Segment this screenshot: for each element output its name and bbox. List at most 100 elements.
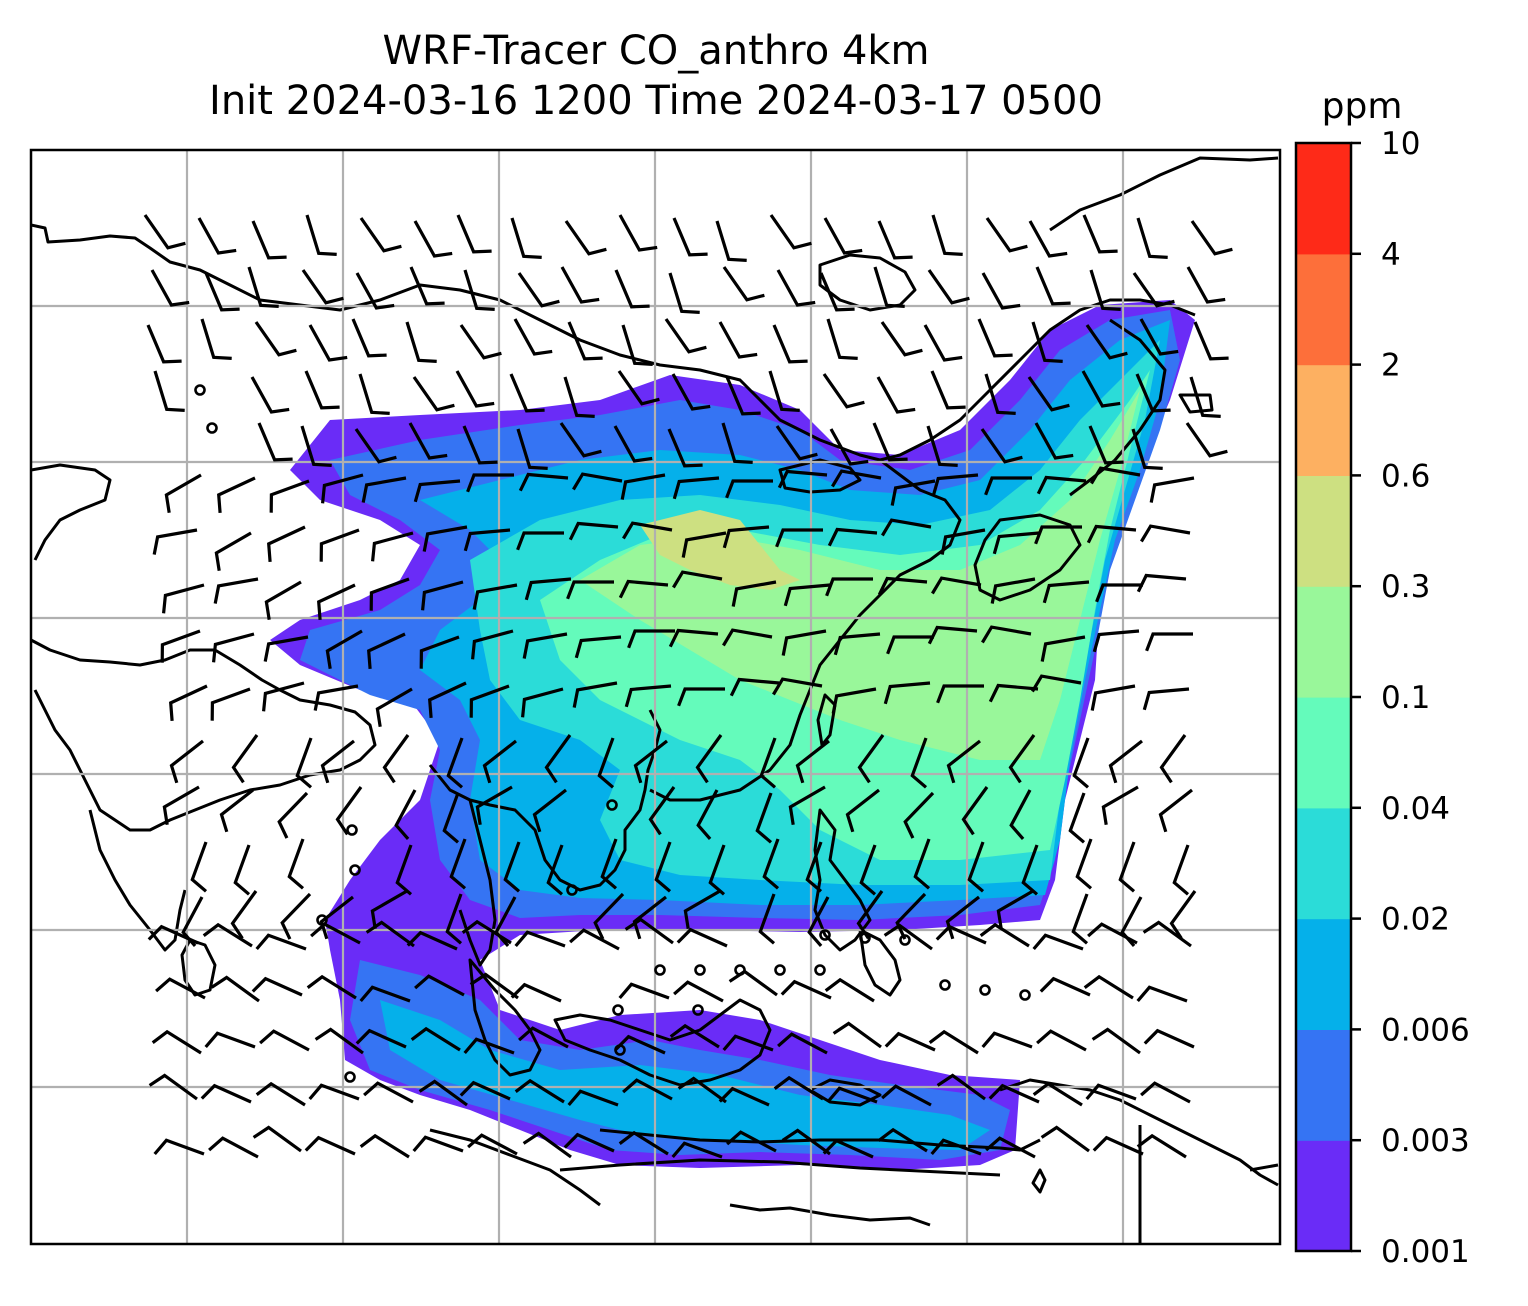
wind-barb (831, 469, 882, 488)
wind-barb (1145, 632, 1193, 652)
wind-barb (781, 1128, 831, 1156)
wind-barb (769, 214, 812, 250)
calm-wind-marker (614, 1044, 626, 1056)
wind-barb (883, 681, 931, 705)
wind-barb (369, 577, 410, 611)
wind-barb (455, 370, 495, 408)
wind-barb (287, 838, 305, 890)
wind-barb (722, 628, 773, 647)
wind-barb (936, 684, 984, 704)
wind-barb (648, 786, 676, 836)
wind-barb (475, 785, 513, 826)
wind-barb (1132, 272, 1175, 308)
wind-barb (597, 737, 615, 789)
wind-barb (546, 844, 564, 896)
wind-barb (927, 625, 978, 645)
wind-barb (831, 687, 877, 714)
wind-barb (251, 220, 287, 260)
wind-barb (805, 841, 823, 893)
wind-barb (456, 214, 492, 254)
wind-barb (233, 844, 251, 896)
wind-barb (776, 269, 816, 307)
wind-barb (257, 422, 293, 462)
wind-barb (1031, 674, 1082, 693)
wind-barb (967, 841, 985, 893)
title-line-2: Init 2024-03-16 1200 Time 2024-03-17 050… (209, 78, 1103, 124)
wind-barb (563, 1132, 615, 1153)
wind-barb (1136, 985, 1188, 1003)
wind-barb (335, 786, 363, 836)
wind-barb (200, 1083, 252, 1104)
wind-barb (627, 629, 675, 649)
wind-barb (405, 321, 437, 363)
wind-barb (992, 531, 1040, 555)
wind-barb (872, 422, 908, 462)
wind-barb (151, 1029, 202, 1055)
colorbar-bin (1296, 918, 1351, 1030)
wind-barb (824, 977, 875, 1003)
wind-barb (715, 220, 747, 262)
wind-barb (319, 895, 354, 940)
wind-barb (449, 838, 467, 890)
colorbar-tick-label: 0.1 (1381, 680, 1430, 716)
wind-barb (668, 272, 700, 314)
wind-barb (672, 570, 723, 589)
wind-barb (190, 841, 208, 893)
title-line-1: WRF-Tracer CO_anthro 4km (382, 28, 930, 74)
wind-barb (382, 734, 410, 784)
wind-barb (788, 785, 826, 826)
wind-barb (928, 1029, 979, 1055)
colorbar-bin (1296, 143, 1351, 255)
wind-barb (568, 521, 619, 541)
wind-barb (567, 1089, 619, 1107)
wind-barb (725, 376, 761, 416)
wind-barb (394, 789, 417, 840)
wind-barb (305, 214, 337, 256)
wind-barb (980, 428, 1023, 464)
wind-barb (1088, 425, 1124, 465)
wind-barb (877, 1127, 928, 1153)
wind-barb (913, 838, 931, 890)
colorbar-bin (1296, 475, 1351, 587)
colorbar-bins (1296, 143, 1351, 1252)
wind-barb (1135, 373, 1171, 413)
wind-barb (1149, 476, 1195, 503)
wind-barb (676, 927, 728, 948)
calm-wind-marker (899, 934, 911, 946)
wind-barb (1120, 896, 1143, 947)
wind-barb (306, 974, 357, 1000)
wind-barb (1090, 466, 1141, 485)
colorbar-bin (1296, 1140, 1351, 1252)
wind-barb (1140, 1081, 1191, 1104)
wind-barb (259, 1029, 310, 1052)
wind-barb (593, 892, 625, 940)
wind-barb (725, 479, 773, 499)
calm-wind-marker (734, 964, 746, 976)
wind-barb (826, 1086, 878, 1104)
wind-barb (408, 422, 448, 460)
wind-barb (1089, 269, 1121, 311)
wind-barb (985, 217, 1028, 253)
wind-barb (212, 632, 255, 663)
wind-barb (370, 889, 408, 930)
wind-barb (262, 681, 305, 712)
wind-barb (1091, 1027, 1141, 1055)
calm-wind-marker (612, 1004, 624, 1016)
wind-barb (1095, 583, 1143, 603)
wind-barb (1185, 422, 1228, 458)
calm-wind-marker (654, 964, 666, 976)
wind-barb (409, 266, 445, 306)
wind-barb (1083, 974, 1134, 1000)
wind-barb (264, 580, 302, 621)
wind-barb (622, 1078, 673, 1101)
wind-barb (153, 1138, 205, 1156)
wind-barb (514, 930, 566, 948)
wind-barb (361, 476, 407, 503)
wind-barb (418, 1079, 468, 1107)
calm-wind-marker (346, 824, 358, 836)
wind-barb (406, 930, 458, 951)
wind-barb (926, 425, 958, 467)
wind-barb (162, 583, 205, 614)
wind-barb (825, 577, 873, 597)
